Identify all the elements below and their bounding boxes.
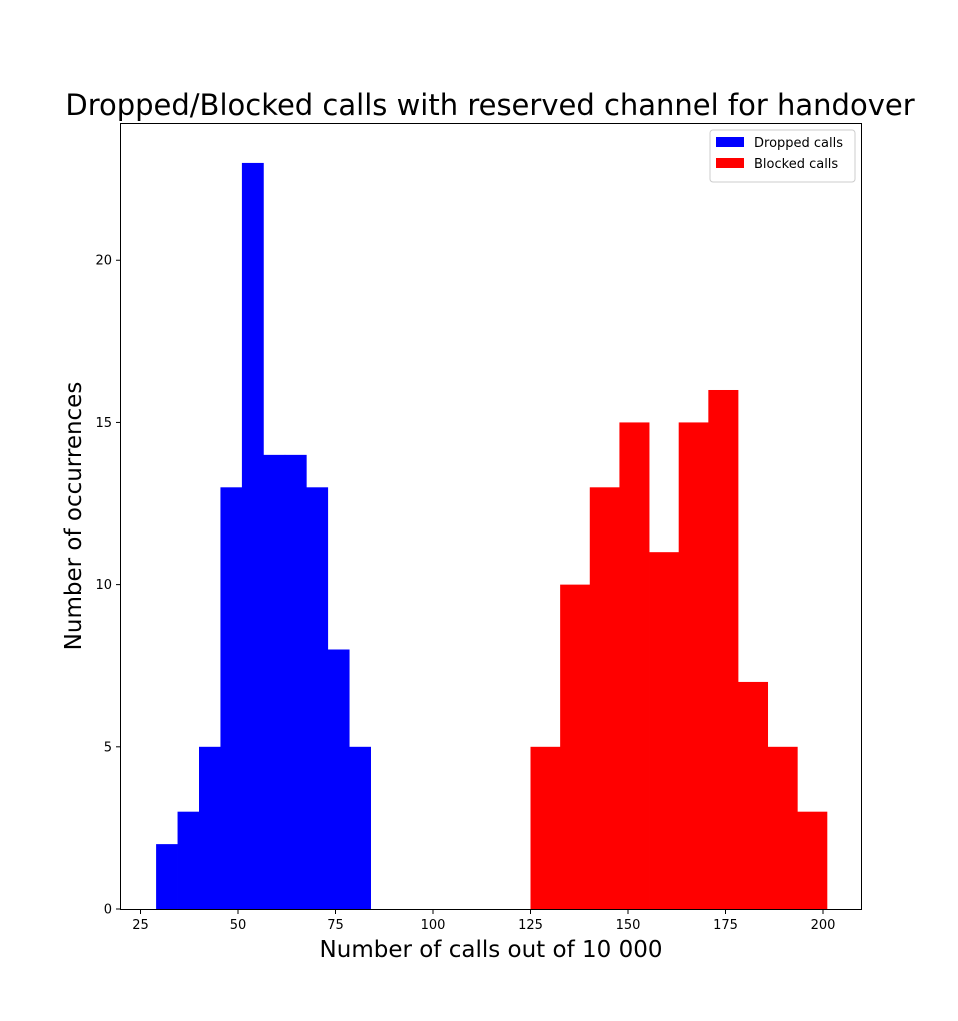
x-tick-label: 125 [518,918,543,933]
histogram-bar-dropped-4 [242,163,264,909]
y-axis-label: Number of occurrences [61,382,87,651]
histogram-bar-blocked-9 [797,812,827,909]
y-tick-label: 5 [104,740,112,755]
x-tick-label: 200 [811,918,836,933]
histogram-bar-dropped-8 [328,649,350,909]
x-axis-ticks: 25 50 75 100 125 150 175 200 [132,909,835,933]
legend: Dropped calls Blocked calls [710,130,855,182]
legend-swatch-dropped [716,137,744,147]
histogram-bar-blocked-0 [531,747,561,909]
histogram-bar-blocked-3 [619,422,649,909]
y-tick-label: 10 [95,578,112,593]
x-axis-label: Number of calls out of 10 000 [320,937,663,963]
x-tick-label: 100 [421,918,446,933]
histogram-bar-dropped-0 [156,844,178,909]
histogram-bar-blocked-8 [768,747,798,909]
y-tick-label: 15 [95,416,112,431]
legend-label-dropped: Dropped calls [754,136,843,151]
x-tick-label: 25 [132,918,149,933]
histogram-bar-blocked-5 [679,422,709,909]
histogram-bar-blocked-4 [649,552,679,909]
x-tick-label: 50 [230,918,247,933]
y-tick-label: 20 [95,254,112,269]
bars-layer [156,163,827,909]
histogram-bar-dropped-6 [285,455,307,909]
y-axis-ticks: 0 5 10 15 20 [95,254,121,918]
x-tick-label: 75 [327,918,344,933]
histogram-bar-dropped-2 [199,747,221,909]
legend-label-blocked: Blocked calls [754,157,838,172]
histogram-bar-dropped-9 [349,747,371,909]
histogram-bar-blocked-1 [560,585,590,909]
histogram-bar-blocked-6 [708,390,738,909]
histogram-bar-dropped-7 [306,487,328,909]
histogram-bar-dropped-3 [220,487,242,909]
histogram-bar-dropped-1 [178,812,200,909]
x-tick-label: 175 [713,918,738,933]
y-tick-label: 0 [104,903,112,918]
histogram-bar-blocked-2 [590,487,620,909]
legend-swatch-blocked [716,158,744,168]
histogram-bar-blocked-7 [738,682,768,909]
chart-title: Dropped/Blocked calls with reserved chan… [65,88,914,122]
histogram-bar-dropped-5 [263,455,285,909]
x-tick-label: 150 [616,918,641,933]
